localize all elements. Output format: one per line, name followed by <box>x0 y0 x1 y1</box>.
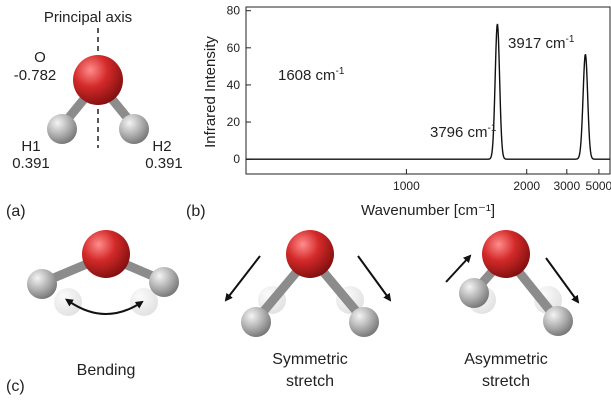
h2-label: H2 <box>152 138 171 155</box>
oxygen-atom <box>73 55 123 105</box>
mode-label-symmetric-line1: Symmetric <box>272 351 348 368</box>
hydrogen-atom-left <box>241 307 271 337</box>
mode-label-symmetric-line2: stretch <box>286 373 334 390</box>
x-tick-label: 5000 <box>586 179 611 193</box>
y-tick-label: 60 <box>227 41 241 55</box>
h2-charge: 0.391 <box>145 155 183 172</box>
mode-label-asymmetric-line1: Asymmetric <box>464 351 548 368</box>
y-tick-label: 80 <box>227 4 241 18</box>
y-axis-label: Infrared Intensity <box>202 36 219 148</box>
x-tick-label: 1000 <box>393 179 420 193</box>
oxygen-atom <box>82 230 130 278</box>
panel-b-chart: 0 20 40 60 80 1000 2000 3000 5000 Infrared Inte… <box>186 4 611 220</box>
panel-c: Bending Symmetric stretch <box>6 230 580 395</box>
y-tick-label: 0 <box>233 152 240 166</box>
x-axis-label: Wavenumber [cm⁻¹] <box>361 202 495 219</box>
mode-asymmetric-stretch: Asymmetric stretch <box>445 230 580 390</box>
oxygen-label: O <box>34 49 46 66</box>
mode-bending: Bending <box>27 230 179 379</box>
hydrogen-atom-right <box>149 267 179 297</box>
hydrogen-atom-left <box>27 269 57 299</box>
ghost-hydrogen-right <box>130 288 158 316</box>
oxygen-atom <box>482 230 530 278</box>
arrow-right <box>357 255 392 302</box>
panel-b-label: (b) <box>186 203 206 220</box>
h1-charge: 0.391 <box>12 155 50 172</box>
hydrogen-atom-left <box>459 278 489 308</box>
mode-label-asymmetric-line2: stretch <box>482 373 530 390</box>
mode-label-bending: Bending <box>77 362 136 379</box>
oxygen-charge: -0.782 <box>14 67 57 84</box>
x-axis-ticks: 1000 2000 3000 5000 <box>393 169 611 193</box>
peak-label-3917: 3917 cm-1 <box>508 34 575 52</box>
panel-c-label: (c) <box>6 378 25 395</box>
mode-symmetric-stretch: Symmetric stretch <box>224 230 392 390</box>
y-tick-label: 40 <box>227 78 241 92</box>
y-tick-label: 20 <box>227 115 241 129</box>
arrow-left <box>445 254 472 283</box>
plot-frame <box>245 6 611 175</box>
spectrum-line <box>246 23 610 160</box>
water-molecule <box>47 55 149 144</box>
x-tick-label: 2000 <box>513 179 540 193</box>
x-axis-label-text: Wavenumber [cm⁻¹] <box>361 202 495 219</box>
hydrogen-atom-right <box>349 307 379 337</box>
arrow-right <box>545 257 580 304</box>
hydrogen-atom-h2 <box>119 114 149 144</box>
hydrogen-atom-h1 <box>47 114 77 144</box>
principal-axis-label: Principal axis <box>44 9 132 26</box>
panel-a: Principal axis O -0.782 H1 0.391 H2 0.39… <box>6 9 183 220</box>
x-tick-label: 3000 <box>553 179 580 193</box>
hydrogen-atom-right <box>543 306 573 336</box>
oxygen-atom <box>286 230 334 278</box>
bending-arrow <box>65 298 144 315</box>
peak-label-3796: 3796 cm-1 <box>430 123 497 141</box>
h1-label: H1 <box>21 138 40 155</box>
panel-a-label: (a) <box>6 203 26 220</box>
arrow-left <box>224 255 261 302</box>
peak-label-1608: 1608 cm-1 <box>278 66 345 84</box>
y-axis-ticks: 0 20 40 60 80 <box>227 4 251 166</box>
ghost-hydrogen-left <box>54 288 82 316</box>
